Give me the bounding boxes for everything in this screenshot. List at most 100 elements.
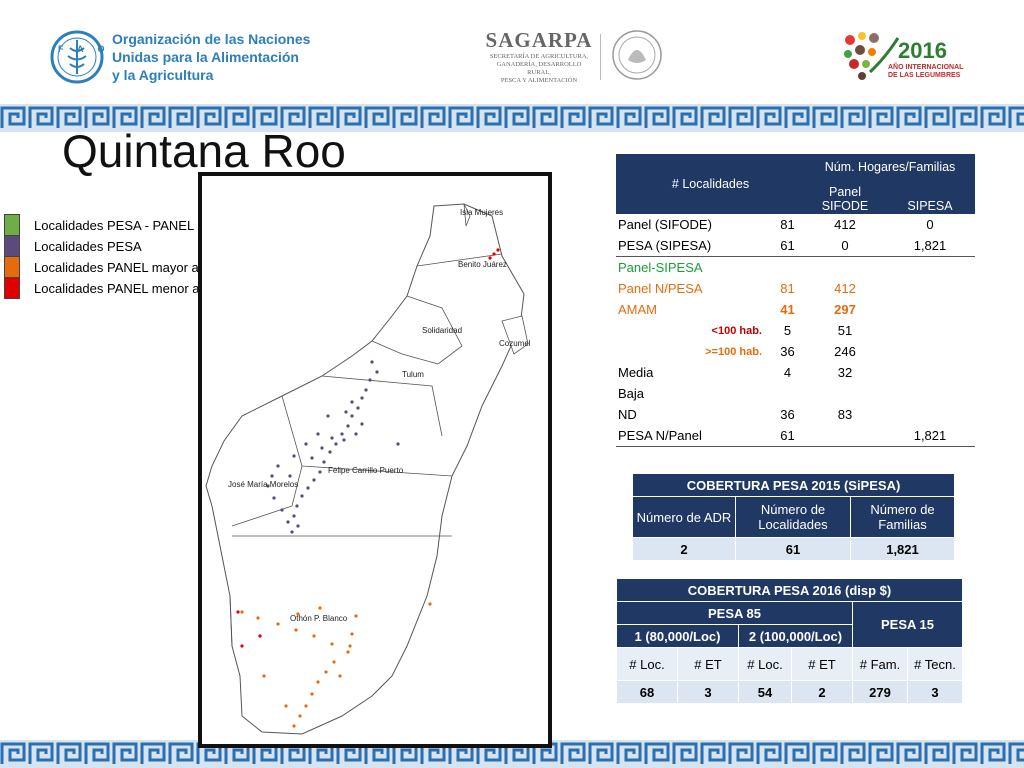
muni-label: Tulum	[402, 370, 424, 379]
map-point	[328, 450, 332, 454]
sagarpa-sub-3: PESCA Y ALIMENTACIÓN	[500, 77, 578, 84]
map-point	[292, 514, 296, 518]
fao-logo-text: FAO	[58, 44, 119, 54]
cell: 5	[783, 323, 792, 338]
map-point	[280, 508, 284, 512]
map-point	[262, 674, 266, 678]
map-svg	[205, 203, 529, 735]
header-localidades: # Localidades	[616, 154, 805, 214]
cell: 3	[677, 680, 739, 704]
map-point	[284, 704, 288, 708]
row-label: ND	[618, 407, 637, 422]
map-point	[375, 370, 379, 374]
legumbres-year: 2016	[898, 38, 947, 63]
map-point	[340, 432, 344, 436]
legumbres-sub-2: DE LAS LEGUMBRES	[888, 72, 961, 79]
row-label: Panel-SIPESA	[618, 260, 703, 275]
map-point	[304, 442, 308, 446]
header-sub2: 2 (100,000/Loc)	[738, 624, 853, 648]
map-point	[296, 524, 300, 528]
table-row: <100 hab. 5 51	[616, 320, 975, 341]
cell: # Tecn.	[907, 647, 963, 681]
map-point	[288, 474, 292, 478]
cell: 61	[780, 238, 795, 253]
row-label: AMAM	[618, 302, 657, 317]
map-point	[300, 494, 304, 498]
map-point	[292, 454, 296, 458]
cell: 3	[907, 680, 963, 704]
map-point	[356, 406, 360, 410]
map-point	[354, 432, 358, 436]
map-point	[312, 634, 316, 638]
cell	[770, 383, 805, 404]
table-row: PESA N/Panel 61 1,821	[616, 425, 975, 447]
cobertura-2016-table: COBERTURA PESA 2016 (disp $) PESA 85 PES…	[616, 578, 963, 704]
map-point	[346, 650, 350, 654]
map-point	[324, 670, 328, 674]
cell: 61	[735, 537, 851, 561]
map-point	[236, 610, 240, 614]
map-points	[236, 248, 500, 728]
cobertura-2015-table: COBERTURA PESA 2015 (SiPESA) Número de A…	[632, 473, 955, 561]
cell	[885, 383, 975, 404]
cell: 0	[926, 217, 934, 232]
table2-title: COBERTURA PESA 2015 (SiPESA)	[632, 473, 955, 497]
header-sipesa: SIPESA	[885, 180, 975, 214]
cell: 246	[834, 344, 856, 359]
map-point	[360, 422, 364, 426]
cell: 32	[837, 365, 853, 380]
map-point	[292, 724, 296, 728]
muni-label: Isla Mujeres	[460, 208, 504, 217]
table-row: Media 4 32	[616, 362, 975, 383]
header-familias: Número de Familias	[850, 496, 955, 538]
map-point	[354, 614, 358, 618]
cell: 297	[834, 302, 856, 317]
header-adr: Número de ADR	[632, 496, 736, 538]
cell: 51	[837, 323, 853, 338]
table-row: >=100 hab. 36 246	[616, 341, 975, 362]
map-point	[266, 484, 270, 488]
cell	[885, 278, 975, 299]
cell	[885, 362, 975, 383]
table-row: Baja	[616, 383, 975, 404]
map-point	[396, 442, 400, 446]
header-hogares: Núm. Hogares/Familias	[805, 154, 975, 180]
map-point	[316, 432, 320, 436]
cell: # Loc.	[616, 647, 678, 681]
cell: 68	[616, 680, 678, 704]
map-point	[318, 606, 322, 610]
map-point	[312, 478, 316, 482]
cell: # Fam.	[852, 647, 908, 681]
cell	[805, 425, 885, 447]
map-point	[256, 616, 260, 620]
map-point	[488, 256, 492, 260]
row-label: Baja	[618, 386, 645, 401]
fao-logo-icon	[50, 30, 104, 84]
map-point	[346, 424, 350, 428]
header-localidades: Número de Localidades	[735, 496, 851, 538]
cell: 83	[837, 407, 853, 422]
table3-title: COBERTURA PESA 2016 (disp $)	[616, 578, 963, 602]
cell	[805, 257, 885, 279]
sagarpa-sub-1: SECRETARÍA DE AGRICULTURA,	[489, 53, 589, 60]
legend-label: Localidades PANEL mayor a 100 hab	[34, 260, 250, 275]
row-label: >=100 hab.	[705, 345, 762, 358]
row-label: <100 hab.	[711, 324, 762, 337]
map-point	[348, 644, 352, 648]
cell: 4	[783, 365, 792, 380]
fao-line-3: y la Agricultura	[112, 67, 214, 83]
header-pesa85: PESA 85	[616, 601, 853, 625]
cell	[885, 341, 975, 362]
table-row: 68 3 54 2 279 3	[616, 680, 963, 704]
header-panel-sifode: Panel SIFODE	[805, 180, 885, 214]
muni-label: Cozumel	[499, 339, 531, 348]
fret-border-top	[0, 104, 1024, 132]
map-point	[330, 642, 334, 646]
cell	[805, 383, 885, 404]
map-point	[270, 474, 274, 478]
legend-item-pesa: Localidades PESA	[4, 235, 274, 257]
table-row: AMAM 41 297	[616, 299, 975, 320]
header-pesa15: PESA 15	[852, 601, 963, 648]
legend-label: Localidades PANEL menor a 100 hab	[34, 281, 251, 296]
page-title: Quintana Roo	[62, 125, 346, 177]
